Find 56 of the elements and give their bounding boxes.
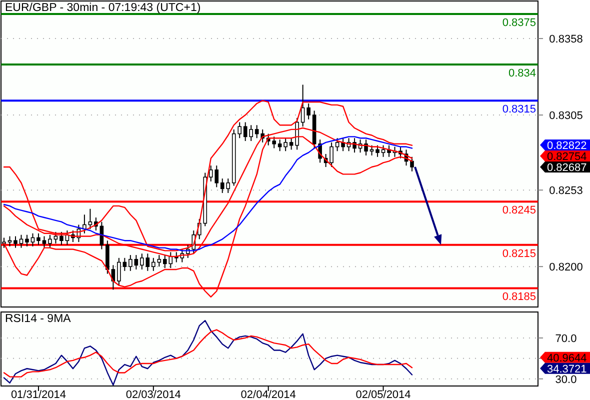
- y-tick-label: 70.0: [555, 332, 577, 345]
- ref-line-label: 0.8315: [502, 104, 536, 116]
- candlestick: [152, 257, 156, 272]
- candlestick: [25, 234, 29, 247]
- ref-line-label: 0.834: [508, 68, 536, 80]
- x-tick-label: 02/04/2014: [240, 389, 296, 400]
- candlestick: [48, 234, 52, 248]
- chart-title: RSI14 - 9MA: [5, 313, 72, 325]
- candlestick: [54, 231, 58, 244]
- candlestick: [157, 254, 162, 268]
- candlestick: [284, 138, 288, 152]
- candlestick: [8, 236, 12, 247]
- candlestick: [117, 257, 121, 286]
- ref-line-label: 0.8375: [502, 16, 536, 29]
- candlestick: [128, 254, 132, 272]
- y-tick-label: 0.8200: [549, 262, 583, 274]
- candlestick: [122, 257, 127, 272]
- candlestick: [330, 142, 334, 168]
- candlestick: [381, 144, 386, 158]
- candlestick: [146, 253, 150, 272]
- x-tick-label: 02/03/2014: [126, 389, 181, 400]
- candlestick: [300, 84, 305, 128]
- candlestick: [376, 144, 380, 158]
- y-tick-label: 30.0: [555, 374, 577, 386]
- candlestick: [19, 234, 24, 248]
- text: 0.82754: [547, 150, 587, 163]
- candlestick: [88, 208, 92, 230]
- candlestick: [272, 136, 276, 149]
- candlestick: [60, 231, 64, 246]
- candlestick: [36, 232, 40, 246]
- chart-title: EUR/GBP - 30min - 07:19:43 (UTC+1): [5, 2, 201, 14]
- line-series: [3, 329, 413, 378]
- text: 0.82822: [547, 140, 587, 152]
- text: 0.82687: [547, 162, 587, 174]
- candlestick: [306, 102, 310, 120]
- candlestick: [254, 124, 259, 139]
- candlestick: [14, 236, 18, 248]
- y-tick-label: 0.8253: [549, 185, 583, 198]
- candlestick: [42, 236, 46, 248]
- candlestick: [30, 232, 35, 247]
- ref-line-label: 0.8185: [502, 291, 536, 304]
- y-tick-label: 0.8305: [549, 110, 583, 122]
- candlestick: [295, 117, 299, 150]
- candlestick: [410, 156, 414, 172]
- candlestick: [289, 138, 294, 150]
- y-tick-label: 0.8358: [549, 34, 583, 46]
- ref-line-label: 0.8245: [502, 204, 536, 217]
- x-tick-label: 01/31/2014: [10, 389, 66, 400]
- candlestick: [335, 138, 340, 152]
- candlestick: [140, 253, 144, 270]
- x-tick-label: 02/05/2014: [356, 389, 411, 400]
- candlestick: [278, 139, 282, 152]
- text: 40.9644: [547, 352, 587, 364]
- text: 34.3721: [547, 363, 587, 376]
- candlestick: [134, 254, 138, 270]
- ref-line-label: 0.8215: [502, 248, 536, 260]
